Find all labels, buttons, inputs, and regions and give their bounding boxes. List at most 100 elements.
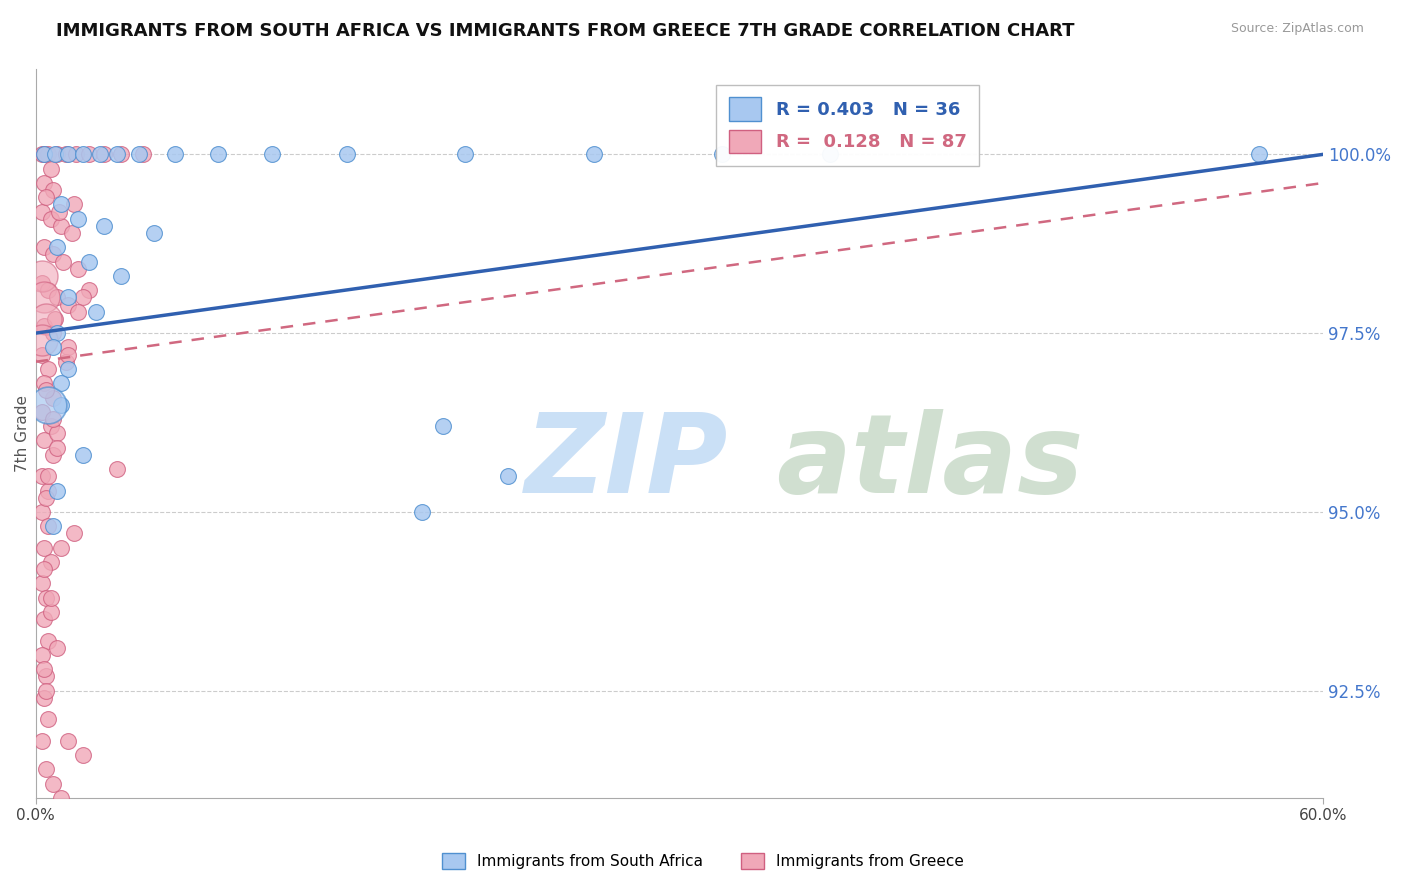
Point — [41, 391, 63, 405]
Point — [37, 519, 59, 533]
Point — [37, 712, 59, 726]
Point — [56, 290, 79, 304]
Point — [41, 777, 63, 791]
Point — [46, 147, 69, 161]
Point — [432, 419, 454, 434]
Point — [32, 176, 55, 190]
Point — [32, 318, 55, 333]
Point — [37, 827, 59, 841]
Point — [46, 290, 69, 304]
Point — [818, 147, 841, 161]
Text: ZIP: ZIP — [524, 409, 728, 516]
Point — [31, 505, 53, 519]
Point — [32, 376, 55, 391]
Point — [110, 147, 132, 161]
Point — [37, 483, 59, 498]
Point — [32, 562, 55, 576]
Point — [56, 362, 79, 376]
Point — [46, 326, 69, 340]
Point — [51, 376, 73, 391]
Point — [37, 147, 59, 161]
Point — [55, 355, 77, 369]
Point — [32, 290, 55, 304]
Point — [41, 247, 63, 261]
Legend: Immigrants from South Africa, Immigrants from Greece: Immigrants from South Africa, Immigrants… — [436, 847, 970, 875]
Point — [37, 362, 59, 376]
Point — [32, 541, 55, 555]
Point — [63, 197, 86, 211]
Point — [56, 348, 79, 362]
Point — [37, 283, 59, 297]
Point — [67, 261, 90, 276]
Point — [31, 147, 53, 161]
Point — [35, 311, 58, 326]
Point — [72, 147, 94, 161]
Point — [65, 147, 87, 161]
Point — [51, 791, 73, 805]
Point — [128, 147, 150, 161]
Point — [35, 683, 58, 698]
Point — [56, 341, 79, 355]
Point — [39, 419, 62, 434]
Legend: R = 0.403   N = 36, R =  0.128   N = 87: R = 0.403 N = 36, R = 0.128 N = 87 — [716, 85, 980, 166]
Point — [93, 147, 115, 161]
Point — [35, 669, 58, 683]
Point — [48, 204, 70, 219]
Point — [31, 648, 53, 662]
Point — [31, 276, 53, 290]
Point — [55, 147, 77, 161]
Point — [1247, 147, 1270, 161]
Point — [105, 147, 128, 161]
Point — [260, 147, 283, 161]
Point — [35, 491, 58, 505]
Text: Source: ZipAtlas.com: Source: ZipAtlas.com — [1230, 22, 1364, 36]
Point — [41, 183, 63, 197]
Point — [39, 841, 62, 855]
Point — [51, 398, 73, 412]
Point — [67, 304, 90, 318]
Point — [35, 190, 58, 204]
Point — [63, 526, 86, 541]
Point — [163, 147, 186, 161]
Point — [77, 283, 100, 297]
Point — [32, 662, 55, 676]
Point — [31, 734, 53, 748]
Point — [72, 290, 94, 304]
Point — [51, 197, 73, 211]
Point — [32, 690, 55, 705]
Point — [142, 226, 165, 240]
Point — [35, 591, 58, 605]
Point — [132, 147, 155, 161]
Point — [41, 448, 63, 462]
Point — [44, 147, 66, 161]
Point — [44, 311, 66, 326]
Point — [31, 405, 53, 419]
Point — [77, 147, 100, 161]
Point — [207, 147, 229, 161]
Point — [39, 591, 62, 605]
Point — [72, 748, 94, 763]
Point — [46, 483, 69, 498]
Point — [89, 147, 111, 161]
Point — [39, 605, 62, 619]
Point — [67, 211, 90, 226]
Point — [46, 805, 69, 820]
Point — [93, 219, 115, 233]
Point — [56, 297, 79, 311]
Point — [110, 268, 132, 283]
Text: IMMIGRANTS FROM SOUTH AFRICA VS IMMIGRANTS FROM GREECE 7TH GRADE CORRELATION CHA: IMMIGRANTS FROM SOUTH AFRICA VS IMMIGRAN… — [56, 22, 1074, 40]
Point — [37, 398, 59, 412]
Point — [32, 240, 55, 254]
Point — [37, 633, 59, 648]
Point — [454, 147, 477, 161]
Point — [41, 412, 63, 426]
Point — [105, 462, 128, 476]
Point — [711, 147, 734, 161]
Point — [46, 441, 69, 455]
Point — [32, 147, 55, 161]
Point — [37, 469, 59, 483]
Text: atlas: atlas — [776, 409, 1083, 516]
Point — [32, 612, 55, 626]
Point — [31, 576, 53, 591]
Point — [41, 326, 63, 340]
